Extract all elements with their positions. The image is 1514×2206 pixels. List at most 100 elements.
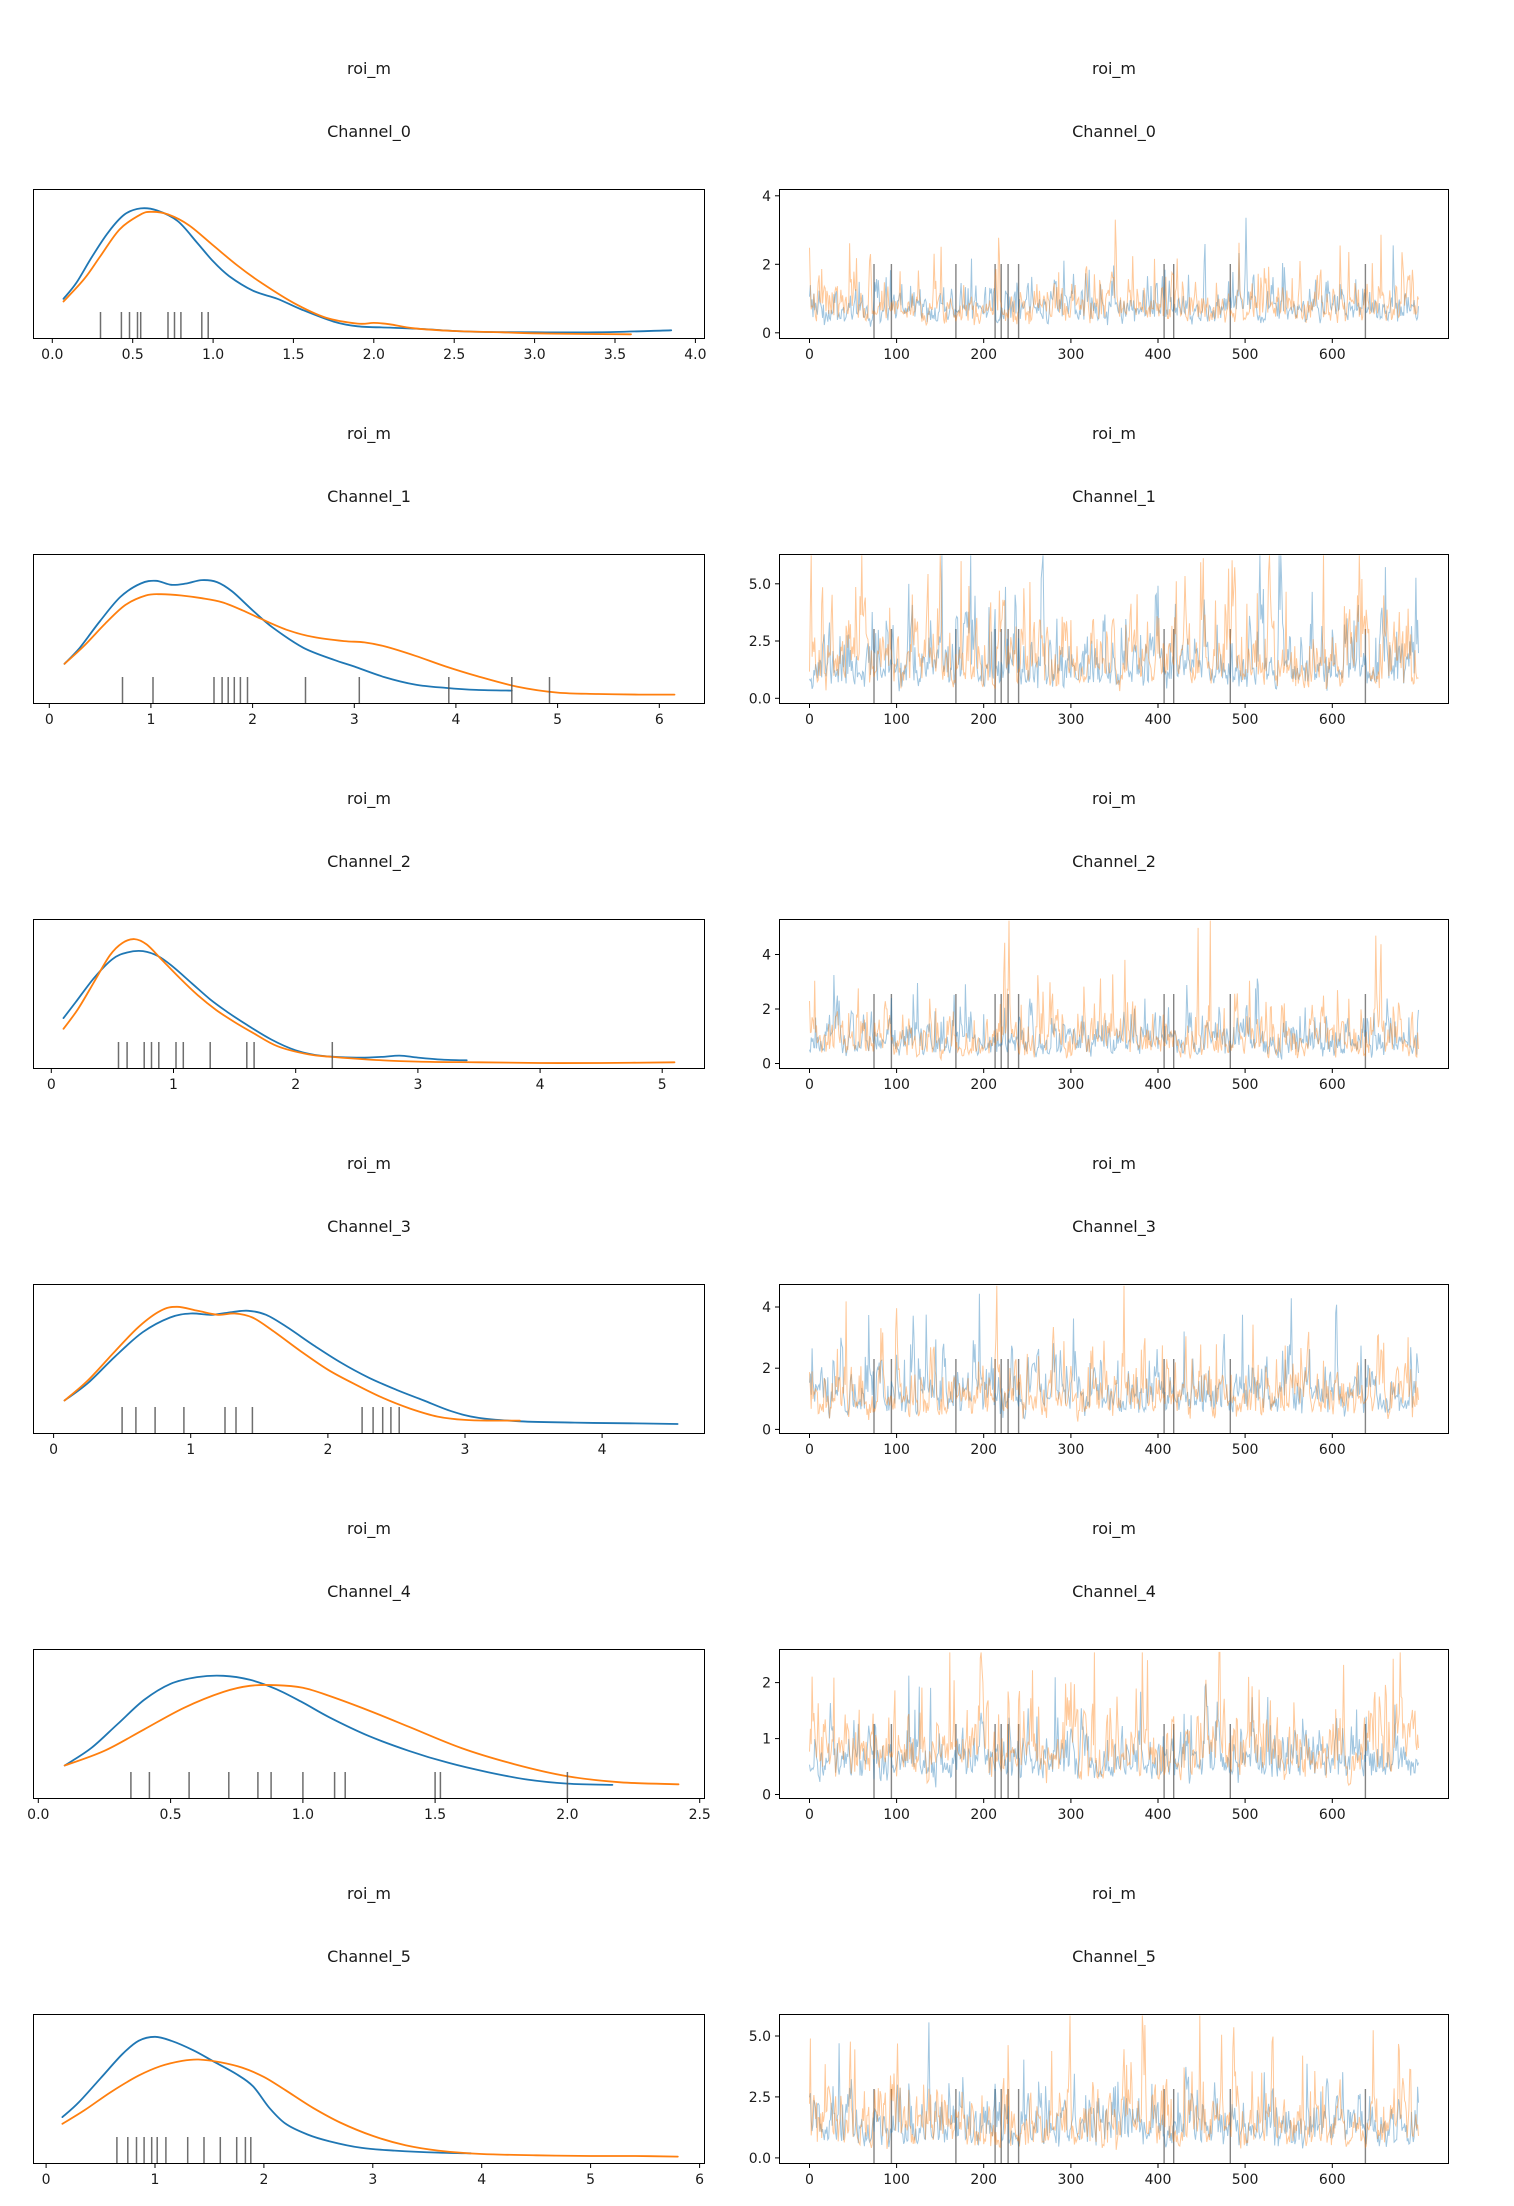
svg-text:300: 300 xyxy=(1058,1442,1085,1458)
svg-text:5: 5 xyxy=(586,2172,595,2188)
svg-text:2.5: 2.5 xyxy=(443,347,465,363)
svg-text:0: 0 xyxy=(762,1788,771,1804)
svg-text:200: 200 xyxy=(970,1807,997,1823)
plot-title-line2: Channel_1 xyxy=(327,487,411,506)
svg-text:600: 600 xyxy=(1319,347,1346,363)
svg-text:300: 300 xyxy=(1058,2172,1085,2188)
plot-title-line2: Channel_5 xyxy=(1072,1947,1156,1966)
timeseries-plot-channel-2: 0 100 200 300 400 500 600 0 2 4 xyxy=(762,919,1449,1093)
svg-text:500: 500 xyxy=(1232,712,1259,728)
svg-text:0: 0 xyxy=(805,1077,814,1093)
kde-cell-channel-1: roi_m Channel_1 0 1 2 3 4 5 6 xyxy=(0,381,757,728)
plot-title: roi_m Channel_0 xyxy=(779,16,1449,184)
svg-text:200: 200 xyxy=(970,712,997,728)
svg-text:0.5: 0.5 xyxy=(122,347,144,363)
svg-text:2: 2 xyxy=(323,1442,332,1458)
plot-title-line2: Channel_3 xyxy=(1072,1217,1156,1236)
svg-text:4: 4 xyxy=(762,1300,771,1316)
svg-text:4: 4 xyxy=(477,2172,486,2188)
kde-plot-channel-1: 0 1 2 3 4 5 6 xyxy=(33,554,705,728)
plot-title-line2: Channel_1 xyxy=(1072,487,1156,506)
svg-text:1: 1 xyxy=(762,1732,771,1748)
kde-plot-channel-4: 0.0 0.5 1.0 1.5 2.0 2.5 xyxy=(27,1649,711,1823)
svg-text:1.0: 1.0 xyxy=(292,1807,314,1823)
svg-text:3: 3 xyxy=(368,2172,377,2188)
svg-text:200: 200 xyxy=(970,1077,997,1093)
plot-row-channel-5: roi_m Channel_5 0 1 2 3 4 5 6 roi_m Channel_5 … xyxy=(0,1841,1514,2188)
svg-text:5.0: 5.0 xyxy=(749,577,771,593)
svg-text:0: 0 xyxy=(47,1077,56,1093)
svg-text:4: 4 xyxy=(536,1077,545,1093)
svg-text:3: 3 xyxy=(413,1077,422,1093)
svg-text:4: 4 xyxy=(762,189,771,205)
svg-text:0: 0 xyxy=(49,1442,58,1458)
timeseries-plot-channel-4: 0 100 200 300 400 500 600 0 1 2 xyxy=(762,1649,1449,1823)
timeseries-cell-channel-0: roi_m Channel_0 0 100 200 300 400 500 600 0 2 4 xyxy=(757,16,1514,363)
svg-text:100: 100 xyxy=(883,2172,910,2188)
timeseries-cell-channel-2: roi_m Channel_2 0 100 200 300 400 500 600 0 2 4 xyxy=(757,746,1514,1093)
svg-text:2: 2 xyxy=(259,2172,268,2188)
plot-title-line2: Channel_5 xyxy=(327,1947,411,1966)
plot-title-line1: roi_m xyxy=(1091,1154,1137,1173)
svg-text:4: 4 xyxy=(598,1442,607,1458)
svg-text:5.0: 5.0 xyxy=(749,2029,771,2045)
plot-title-line1: roi_m xyxy=(346,1884,392,1903)
svg-text:0: 0 xyxy=(805,1442,814,1458)
svg-text:100: 100 xyxy=(883,347,910,363)
kde-plot-channel-2: 0 1 2 3 4 5 xyxy=(33,919,705,1093)
timeseries-cell-channel-3: roi_m Channel_3 0 100 200 300 400 500 600 0 2 4 xyxy=(757,1111,1514,1458)
svg-text:600: 600 xyxy=(1319,1442,1346,1458)
plot-row-channel-0: roi_m Channel_0 0.0 0.5 1.0 1.5 2.0 2.5 3.0 3.5… xyxy=(0,16,1514,363)
svg-text:300: 300 xyxy=(1058,1077,1085,1093)
svg-text:3: 3 xyxy=(461,1442,470,1458)
svg-text:2.5: 2.5 xyxy=(689,1807,711,1823)
plot-title: roi_m Channel_3 xyxy=(779,1111,1449,1279)
timeseries-plot-channel-5: 0 100 200 300 400 500 600 0.0 2.5 5.0 xyxy=(749,2014,1449,2188)
svg-text:3: 3 xyxy=(350,712,359,728)
kde-cell-channel-3: roi_m Channel_3 0 1 2 3 4 xyxy=(0,1111,757,1458)
svg-text:5: 5 xyxy=(658,1077,667,1093)
plot-title-line2: Channel_2 xyxy=(1072,852,1156,871)
svg-text:2.0: 2.0 xyxy=(363,347,385,363)
svg-text:500: 500 xyxy=(1232,1077,1259,1093)
svg-text:100: 100 xyxy=(883,1077,910,1093)
kde-plot-channel-5: 0 1 2 3 4 5 6 xyxy=(33,2014,705,2188)
svg-text:600: 600 xyxy=(1319,1077,1346,1093)
svg-text:400: 400 xyxy=(1145,1807,1172,1823)
svg-text:400: 400 xyxy=(1145,1442,1172,1458)
svg-text:0.0: 0.0 xyxy=(27,1807,49,1823)
svg-text:2.5: 2.5 xyxy=(749,2090,771,2106)
svg-text:0.0: 0.0 xyxy=(41,347,63,363)
svg-text:1: 1 xyxy=(146,712,155,728)
svg-text:2: 2 xyxy=(762,1676,771,1692)
svg-text:400: 400 xyxy=(1145,1077,1172,1093)
svg-text:4: 4 xyxy=(762,948,771,964)
svg-text:1.0: 1.0 xyxy=(202,347,224,363)
svg-text:500: 500 xyxy=(1232,1442,1259,1458)
svg-text:0.5: 0.5 xyxy=(159,1807,181,1823)
timeseries-plot-channel-3: 0 100 200 300 400 500 600 0 2 4 xyxy=(762,1284,1449,1458)
svg-text:4: 4 xyxy=(451,712,460,728)
svg-text:1.5: 1.5 xyxy=(282,347,304,363)
kde-cell-channel-4: roi_m Channel_4 0.0 0.5 1.0 1.5 2.0 2.5 xyxy=(0,1476,757,1823)
svg-text:200: 200 xyxy=(970,1442,997,1458)
svg-text:0.0: 0.0 xyxy=(749,691,771,707)
plot-title-line1: roi_m xyxy=(346,59,392,78)
svg-text:300: 300 xyxy=(1058,347,1085,363)
plot-title: roi_m Channel_1 xyxy=(779,381,1449,549)
plot-title-line1: roi_m xyxy=(1091,1519,1137,1538)
svg-text:500: 500 xyxy=(1232,347,1259,363)
svg-text:4.0: 4.0 xyxy=(684,347,706,363)
svg-text:400: 400 xyxy=(1145,712,1172,728)
svg-text:0: 0 xyxy=(805,347,814,363)
plot-title-line1: roi_m xyxy=(1091,1884,1137,1903)
svg-text:400: 400 xyxy=(1145,2172,1172,2188)
svg-text:300: 300 xyxy=(1058,712,1085,728)
svg-text:2: 2 xyxy=(762,1361,771,1377)
svg-text:0: 0 xyxy=(42,2172,51,2188)
svg-text:3.5: 3.5 xyxy=(604,347,626,363)
plot-row-channel-3: roi_m Channel_3 0 1 2 3 4 roi_m Channel_3 0 1… xyxy=(0,1111,1514,1458)
plot-title: roi_m Channel_1 xyxy=(33,381,705,549)
svg-text:500: 500 xyxy=(1232,2172,1259,2188)
svg-text:0: 0 xyxy=(45,712,54,728)
